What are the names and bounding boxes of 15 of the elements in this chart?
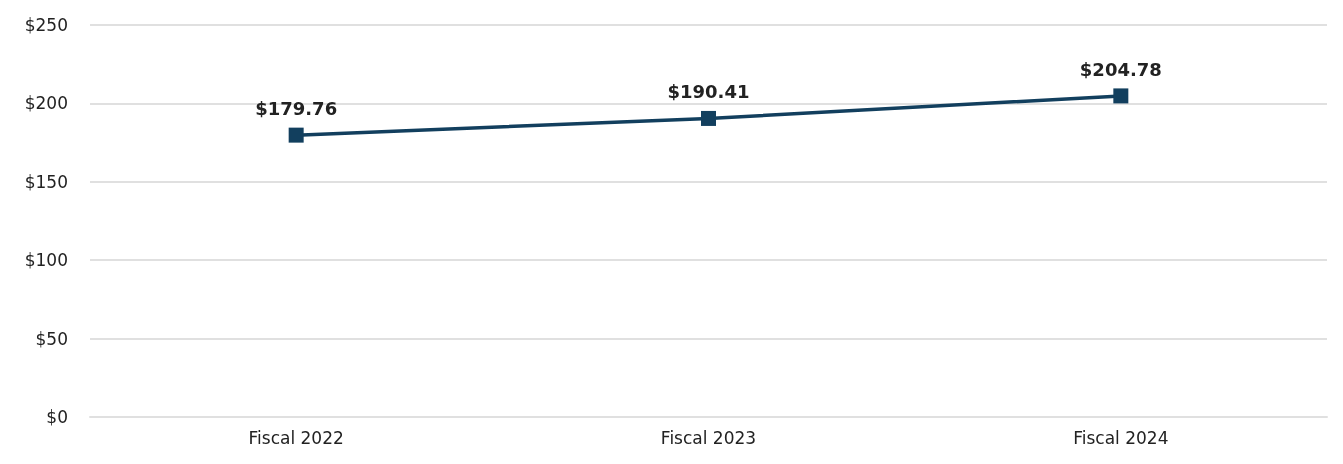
point <box>288 127 304 143</box>
data-label: $179.76 <box>255 98 338 120</box>
x-tick-label: Fiscal 2023 <box>660 427 757 448</box>
x-tick-label: Fiscal 2022 <box>248 427 344 448</box>
y-tick-label: $200 <box>24 93 68 114</box>
x-tick-label: Fiscal 2024 <box>1073 427 1169 448</box>
data-label: $190.41 <box>667 81 750 103</box>
point <box>701 110 716 126</box>
y-tick-label: $0 <box>46 407 68 427</box>
y-tick-label: $150 <box>24 171 68 192</box>
y-tick-label: $250 <box>24 15 68 35</box>
y-tick-label: $100 <box>24 250 68 271</box>
point <box>1113 88 1129 104</box>
data-label: $204.78 <box>1079 58 1162 80</box>
y-tick-label: $50 <box>35 328 68 349</box>
